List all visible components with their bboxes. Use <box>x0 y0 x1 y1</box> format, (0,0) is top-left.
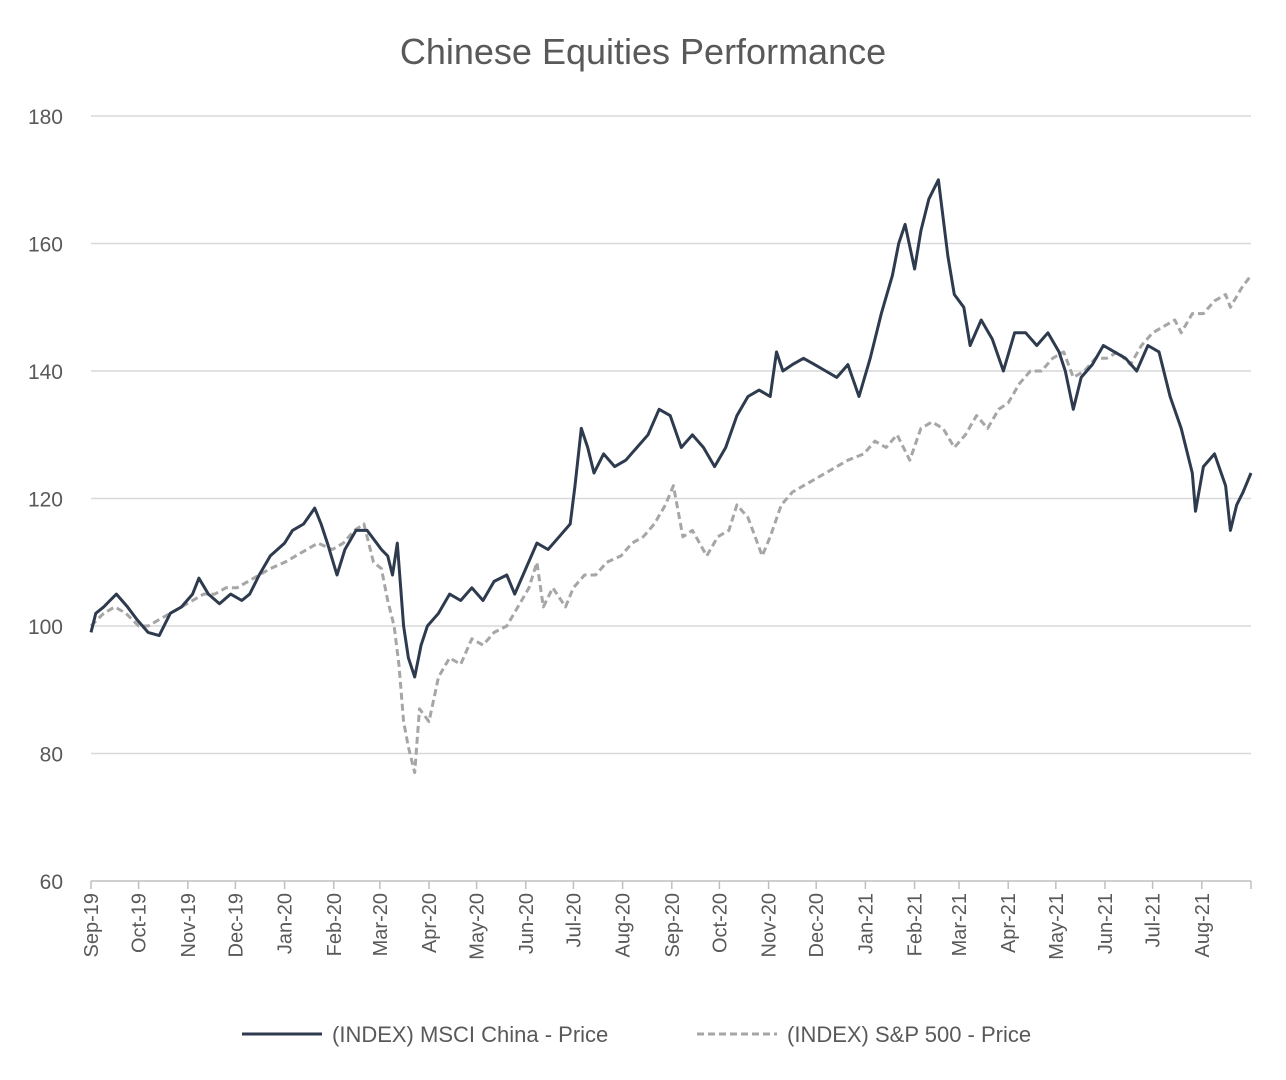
x-tick-label: Mar-21 <box>949 893 971 956</box>
x-tick-label: May-20 <box>467 893 489 960</box>
series-line-sp500 <box>89 274 1253 775</box>
x-tick-label: Feb-21 <box>905 893 927 956</box>
x-tick-label: Mar-20 <box>370 893 392 956</box>
y-tick-label: 160 <box>28 234 63 257</box>
x-axis-ticks: Sep-19 Oct-19 Nov-19 Dec-19 Jan-20 Feb-20 Mar-… <box>81 881 1252 960</box>
y-tick-label: 60 <box>40 871 63 894</box>
y-tick-label: 140 <box>28 361 63 384</box>
y-tick-label: 80 <box>40 744 63 767</box>
series-line-msci-china <box>89 178 1253 679</box>
y-axis-ticks: 60 80 100 120 140 160 180 <box>28 106 63 894</box>
chart-title: Chinese Equities Performance <box>400 31 886 72</box>
x-tick-label: Dec-19 <box>225 893 247 957</box>
x-tick-label: Oct-19 <box>129 893 151 953</box>
x-tick-label: May-21 <box>1046 893 1068 960</box>
x-tick-label: Aug-21 <box>1192 893 1214 958</box>
x-tick-label: Nov-20 <box>759 893 781 957</box>
x-tick-label: Apr-21 <box>998 893 1020 953</box>
x-tick-label: Jul-21 <box>1143 893 1165 947</box>
x-tick-label: Aug-20 <box>613 893 635 958</box>
x-tick-label: Nov-19 <box>178 893 200 957</box>
x-tick-label: Dec-20 <box>806 893 828 957</box>
y-tick-label: 100 <box>28 616 63 639</box>
x-tick-label: Sep-20 <box>662 893 684 958</box>
x-tick-label: Jan-21 <box>855 893 877 954</box>
legend: (INDEX) MSCI China - Price (INDEX) S&P 50… <box>242 1022 1031 1047</box>
x-tick-label: Apr-20 <box>419 893 441 953</box>
y-tick-label: 120 <box>28 489 63 512</box>
gridlines <box>91 115 1251 755</box>
x-tick-label: Jun-20 <box>516 893 538 954</box>
x-tick-label: Jul-20 <box>563 893 585 947</box>
x-tick-label: Oct-20 <box>709 893 731 953</box>
x-tick-label: Jan-20 <box>275 893 297 954</box>
y-tick-label: 180 <box>28 106 63 129</box>
x-tick-label: Jun-21 <box>1095 893 1117 954</box>
legend-label: (INDEX) S&P 500 - Price <box>787 1022 1031 1047</box>
x-tick-label: Feb-20 <box>324 893 346 956</box>
series-lines <box>89 178 1253 775</box>
x-tick-label: Sep-19 <box>81 893 103 958</box>
legend-label: (INDEX) MSCI China - Price <box>332 1022 608 1047</box>
